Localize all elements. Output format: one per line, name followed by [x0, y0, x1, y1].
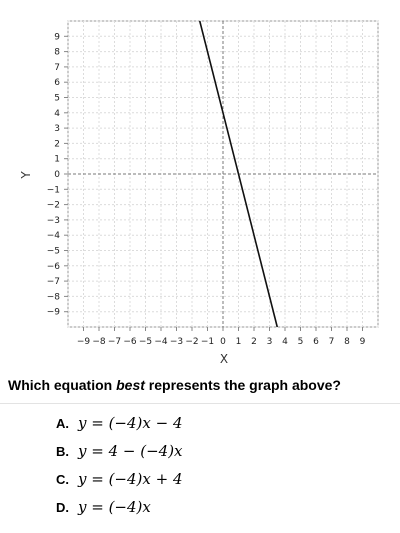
choice-letter: D. — [56, 499, 69, 515]
x-tick-labels: −9 −8 −7 −6 −5 −4 −3 −2 −1 0 1 2 3 4 5 6 7 8 9 — [77, 337, 366, 347]
series-line — [198, 21, 279, 327]
x-tick-label: 8 — [344, 337, 350, 347]
x-tick-label: 1 — [236, 337, 242, 347]
choice-equation: y = (−4)x + 4 — [78, 470, 183, 488]
x-tick-label: −6 — [123, 337, 137, 347]
choice-equation: y = 4 − (−4)x — [78, 442, 183, 460]
x-tick-label: 6 — [313, 337, 319, 347]
y-tick-label: −4 — [47, 231, 61, 241]
x-tick-label: 0 — [220, 337, 226, 347]
question-suffix: represents the graph above? — [144, 377, 341, 393]
axes — [64, 21, 378, 331]
question-text: Which equation best represents the graph… — [8, 377, 341, 393]
choice-equation: y = (−4)x − 4 — [78, 414, 183, 432]
line-graph: −9 −8 −7 −6 −5 −4 −3 −2 −1 0 1 2 3 4 5 6 7 8 9 −9−8−7−6−5−… — [19, 20, 379, 366]
question-emphasis: best — [116, 377, 145, 393]
x-tick-label: 7 — [329, 337, 335, 347]
choice-letter: B. — [56, 443, 69, 459]
y-tick-label: 2 — [54, 139, 60, 149]
x-tick-label: −3 — [170, 337, 183, 347]
y-tick-label: −5 — [47, 247, 60, 257]
x-tick-label: 3 — [267, 337, 273, 347]
y-tick-label: −6 — [47, 262, 61, 272]
x-tick-label: 9 — [360, 337, 366, 347]
x-tick-label: 4 — [282, 337, 288, 347]
choice-a[interactable]: A. y = (−4)x − 4 — [56, 412, 183, 434]
y-tick-label: 0 — [54, 170, 60, 180]
y-tick-label: −3 — [47, 216, 60, 226]
x-tick-label: −7 — [108, 337, 121, 347]
x-tick-label: 5 — [298, 337, 304, 347]
x-axis-label: X — [220, 352, 228, 366]
y-axis-label: Y — [19, 171, 33, 180]
y-tick-label: 7 — [54, 63, 60, 73]
choice-equation: y = (−4)x — [78, 498, 151, 516]
choice-d[interactable]: D. y = (−4)x — [56, 496, 151, 518]
x-tick-label: −9 — [77, 337, 91, 347]
y-tick-label: 8 — [54, 48, 60, 58]
y-tick-label: 5 — [54, 94, 60, 104]
y-tick-label: −8 — [47, 292, 61, 302]
y-tick-label: 1 — [54, 155, 60, 165]
y-tick-label: −9 — [47, 308, 61, 318]
choice-letter: A. — [56, 415, 69, 431]
x-tick-label: −5 — [139, 337, 152, 347]
choice-letter: C. — [56, 471, 69, 487]
x-tick-label: −8 — [92, 337, 106, 347]
x-tick-label: −1 — [201, 337, 214, 347]
y-tick-label: 4 — [54, 109, 60, 119]
y-tick-labels: −9 −8 −7 −6 −5 −4 −3 −2 −1 0 1 2 3 4 5 6 7 8 9 — [47, 32, 61, 317]
x-tick-label: −2 — [185, 337, 198, 347]
y-tick-label: 9 — [54, 32, 60, 42]
y-tick-label: −1 — [47, 185, 60, 195]
y-tick-label: −7 — [47, 277, 60, 287]
series-lines — [198, 21, 279, 327]
x-tick-label: 2 — [251, 337, 257, 347]
y-tick-label: −2 — [47, 201, 60, 211]
x-tick-label: −4 — [154, 337, 168, 347]
y-tick-label: 3 — [54, 124, 60, 134]
choice-c[interactable]: C. y = (−4)x + 4 — [56, 468, 183, 490]
y-tick-label: 6 — [54, 78, 60, 88]
question-prefix: Which equation — [8, 377, 117, 393]
divider — [0, 403, 400, 404]
choice-b[interactable]: B. y = 4 − (−4)x — [56, 440, 183, 462]
